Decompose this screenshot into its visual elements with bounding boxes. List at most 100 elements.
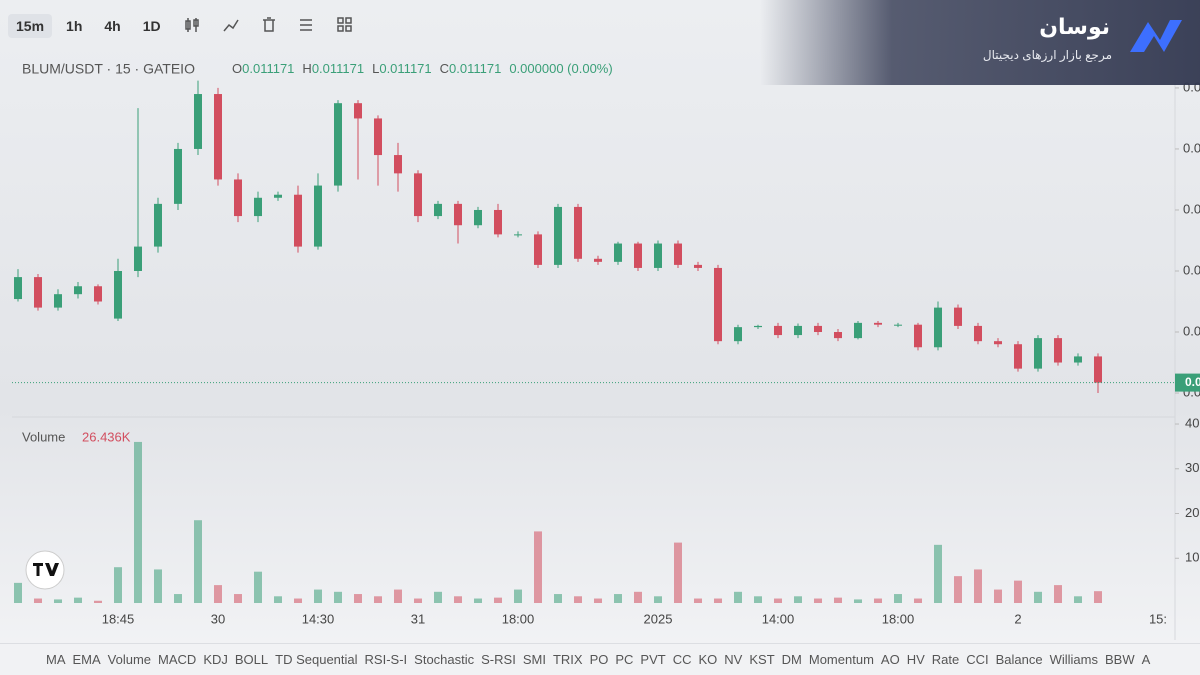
ohlc-value: 0.011171 (379, 61, 431, 76)
volume-bar (1014, 580, 1022, 603)
indicator-button[interactable]: HV (906, 652, 925, 667)
indicator-button[interactable]: TRIX (552, 652, 583, 667)
candle-body (874, 322, 882, 325)
indicator-button[interactable]: PO (589, 652, 609, 667)
indicator-button[interactable]: MA (46, 652, 66, 667)
volume-bar (794, 596, 802, 603)
indicator-button[interactable]: KDJ (203, 652, 228, 667)
ohlc-value: 0.011171 (242, 61, 294, 76)
interval-button[interactable]: 15m (8, 14, 53, 38)
volume-bar (834, 597, 842, 603)
indicator-button[interactable]: CCI (966, 652, 989, 667)
candle-body (34, 277, 42, 308)
indicator-button[interactable]: EMA (72, 652, 101, 667)
toolbar-icon[interactable] (183, 15, 203, 38)
volume-bar (434, 591, 442, 603)
indicator-button[interactable]: BBW (1105, 652, 1135, 667)
indicator-button[interactable]: Volume (107, 652, 152, 667)
indicator-button[interactable]: BOLL (234, 652, 269, 667)
candle-body (114, 270, 122, 319)
interval-button[interactable]: 1h (66, 18, 83, 34)
indicator-button[interactable]: PC (615, 652, 634, 667)
toolbar-icon[interactable] (221, 15, 241, 38)
interval-button[interactable]: 4h (104, 18, 121, 34)
x-tick-label: 2025 (644, 611, 673, 626)
candle-body (234, 179, 242, 217)
volume-bar (634, 591, 642, 603)
indicator-button[interactable]: TD Sequential (275, 652, 358, 667)
x-tick-label: 18:45 (102, 611, 135, 626)
y-tick-label: 0.0 (1183, 323, 1200, 338)
indicator-button[interactable]: MACD (158, 652, 197, 667)
volume-bar (154, 569, 162, 603)
x-tick-label: 31 (411, 611, 425, 626)
indicator-button[interactable]: DM (781, 652, 802, 667)
candle-body (254, 197, 262, 217)
y-tick-label: 0.0 (1183, 262, 1200, 277)
candle-body (1014, 344, 1022, 369)
candle-body (74, 286, 82, 295)
indicator-button[interactable]: KST (749, 652, 775, 667)
volume-bar (14, 582, 22, 603)
brand-logo (1130, 20, 1182, 52)
candle-body (94, 286, 102, 302)
indicator-button[interactable]: KO (698, 652, 718, 667)
indicator-button[interactable]: RSI-S-I (364, 652, 408, 667)
candle-body (1054, 338, 1062, 363)
volume-bar (894, 594, 902, 603)
interval-button[interactable]: 1D (142, 18, 161, 34)
volume-bar (714, 598, 722, 603)
indicator-button[interactable]: NV (724, 652, 743, 667)
indicator-button[interactable]: S-RSI (481, 652, 516, 667)
indicator-button[interactable]: Rate (931, 652, 960, 667)
indicator-button[interactable]: AO (880, 652, 900, 667)
brand-banner: نوسان مرجع بازار ارزهای دیجیتال (760, 0, 1200, 85)
indicator-button[interactable]: CC (672, 652, 692, 667)
indicator-button[interactable]: PVT (640, 652, 666, 667)
candle-body (994, 341, 1002, 345)
indicator-button[interactable]: Williams (1049, 652, 1098, 667)
candle-body (474, 209, 482, 226)
candle-body (294, 194, 302, 247)
toolbar-icon[interactable] (259, 15, 279, 38)
candle-body (54, 294, 62, 308)
candle-body (594, 258, 602, 262)
indicator-button[interactable]: Stochastic (414, 652, 475, 667)
volume-bar (1094, 591, 1102, 603)
indicator-button[interactable]: Balance (995, 652, 1043, 667)
candle-body (634, 243, 642, 268)
candle-body (534, 234, 542, 265)
volume-bar (814, 598, 822, 603)
volume-name: Volume (22, 429, 65, 444)
candle-body (694, 264, 702, 268)
x-tick-label: 15: (1149, 611, 1167, 626)
indicator-button[interactable]: Momentum (808, 652, 874, 667)
indicator-button[interactable]: SMI (522, 652, 546, 667)
x-tick-label: 18:00 (502, 611, 535, 626)
volume-bar (94, 600, 102, 603)
y-tick-label: 0.0 (1183, 201, 1200, 216)
candle-body (1094, 356, 1102, 383)
y-tick-label: 0.0 (1183, 140, 1200, 155)
candle-body (794, 325, 802, 336)
volume-bar (34, 598, 42, 603)
volume-bar (74, 597, 82, 603)
candle-body (414, 173, 422, 217)
candle-body (134, 246, 142, 271)
symbol-title: BLUM/USDT · 15 · GATEIO (22, 61, 195, 77)
candle-body (914, 324, 922, 348)
toolbar: 15m 1h 4h 1D (8, 12, 355, 40)
indicator-button[interactable]: A (1141, 652, 1151, 667)
volume-bar (1054, 585, 1062, 603)
x-tick-label: 14:30 (302, 611, 335, 626)
toolbar-icon[interactable] (297, 15, 317, 38)
volume-bar (334, 591, 342, 603)
candle-body (494, 209, 502, 235)
volume-bar (654, 596, 662, 603)
ohlc-key: C (440, 61, 449, 76)
volume-y-tick-label: 30 (1185, 460, 1199, 475)
last-price-tag (1175, 373, 1200, 392)
candle-body (14, 277, 22, 300)
volume-bar (554, 594, 562, 603)
toolbar-icon[interactable] (335, 15, 355, 38)
